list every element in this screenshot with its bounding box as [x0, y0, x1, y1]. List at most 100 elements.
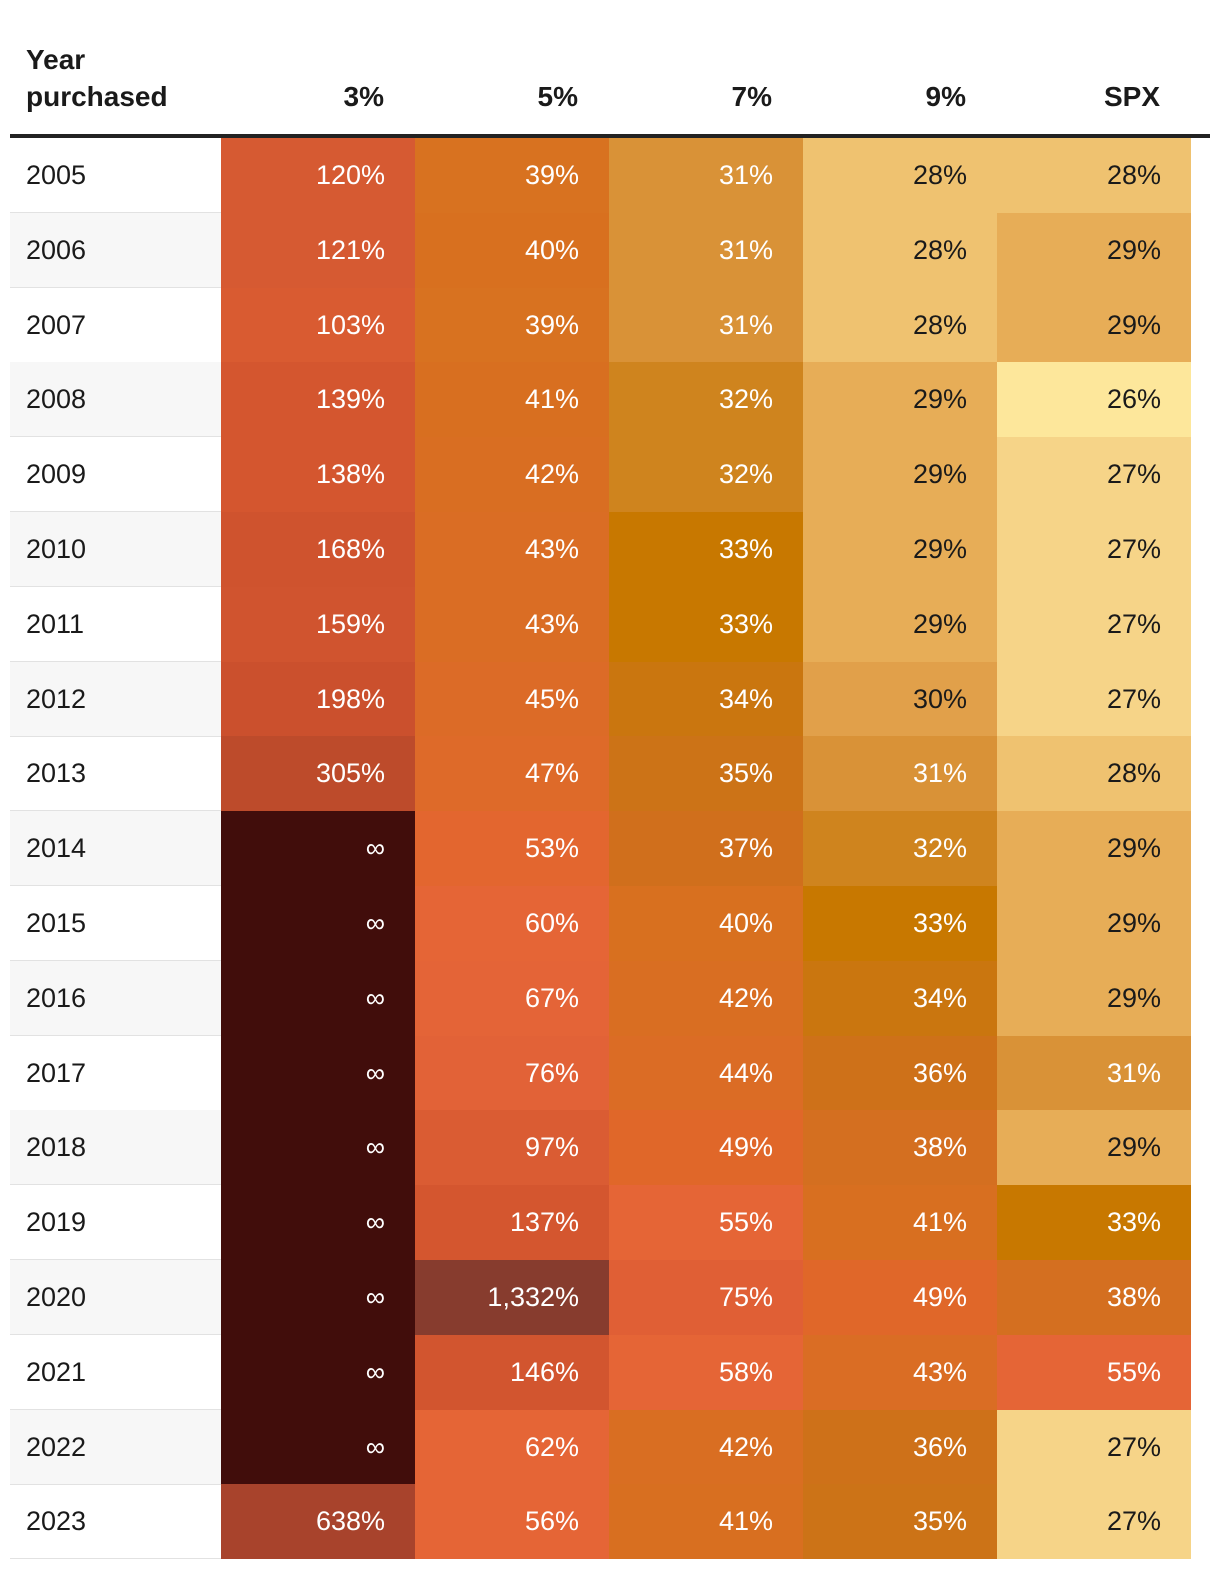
value-cell-3pct: ∞ [221, 1409, 415, 1485]
value-cell-7pct: 31% [609, 287, 803, 363]
value-cell-3pct: 121% [221, 212, 415, 288]
value-cell-9pct: 33% [803, 886, 997, 961]
year-cell: 2011 [26, 608, 85, 639]
row-separator [10, 436, 221, 438]
value-cell-3pct: 138% [221, 437, 415, 513]
value-cell-9pct: 41% [803, 1185, 997, 1261]
value-cell-7pct: 32% [609, 362, 803, 438]
table-row: 2023 638% 56% 41% 35% 27% [10, 1484, 1210, 1560]
year-cell: 2013 [26, 758, 87, 789]
table-row: 2006 121% 40% 31% 28% 29% [10, 212, 1210, 288]
value-cell-9pct: 28% [803, 138, 997, 213]
value-cell-7pct: 31% [609, 138, 803, 213]
table-row: 2009 138% 42% 32% 29% 27% [10, 437, 1210, 513]
value-cell-5pct: 45% [415, 661, 609, 737]
value-cell-9pct: 30% [803, 661, 997, 737]
table-row: 2013 305% 47% 35% 31% 28% [10, 736, 1210, 812]
header-divider [10, 134, 1210, 138]
column-header-5pct: 5% [537, 81, 578, 112]
value-cell-9pct: 29% [803, 512, 997, 587]
year-cell: 2022 [10, 1409, 221, 1485]
row-separator [10, 1184, 221, 1186]
value-cell-7pct: 75% [609, 1260, 803, 1335]
row-separator [10, 361, 221, 363]
row-separator [10, 511, 221, 513]
value-cell-spx: 29% [997, 287, 1191, 363]
value-cell-5pct: 43% [415, 586, 609, 662]
year-cell: 2014 [10, 811, 221, 887]
value-cell-3pct: ∞ [221, 1334, 415, 1410]
row-separator [10, 1558, 221, 1560]
value-cell-3pct: 120% [221, 138, 415, 213]
row-separator [10, 212, 221, 213]
value-cell-9pct: 32% [803, 811, 997, 887]
year-cell: 2019 [26, 1207, 87, 1238]
table-row: 2007 103% 39% 31% 28% 29% [10, 287, 1210, 363]
year-cell: 2008 [10, 362, 221, 438]
value-cell-5pct: 53% [415, 811, 609, 887]
value-cell-5pct: 1,332% [415, 1260, 609, 1335]
value-cell-3pct: ∞ [221, 886, 415, 961]
value-cell-spx: 27% [997, 586, 1191, 662]
value-cell-3pct: 198% [221, 661, 415, 737]
year-cell: 2010 [10, 512, 221, 587]
year-header-line2: purchased [26, 81, 168, 112]
value-cell-7pct: 32% [609, 437, 803, 513]
value-cell-3pct: ∞ [221, 1185, 415, 1261]
row-separator [10, 810, 221, 812]
year-cell: 2023 [26, 1506, 87, 1537]
year-cell: 2012 [10, 661, 221, 737]
value-cell-3pct: 638% [221, 1484, 415, 1560]
value-cell-spx: 27% [997, 1484, 1191, 1560]
value-cell-5pct: 43% [415, 512, 609, 587]
value-cell-3pct: ∞ [221, 811, 415, 887]
value-cell-9pct: 35% [803, 1484, 997, 1560]
value-cell-spx: 26% [997, 362, 1191, 438]
value-cell-3pct: 103% [221, 287, 415, 363]
value-cell-spx: 28% [997, 138, 1191, 213]
table-row: 2022 ∞ 62% 42% 36% 27% [10, 1409, 1210, 1485]
value-cell-spx: 29% [997, 886, 1191, 961]
value-cell-spx: 29% [997, 960, 1191, 1036]
value-cell-7pct: 58% [609, 1334, 803, 1410]
table-row: 2020 ∞ 1,332% 75% 49% 38% [10, 1260, 1210, 1335]
value-cell-7pct: 55% [609, 1185, 803, 1261]
value-cell-spx: 29% [997, 1110, 1191, 1186]
value-cell-7pct: 44% [609, 1035, 803, 1111]
value-cell-5pct: 62% [415, 1409, 609, 1485]
row-separator [10, 1483, 221, 1485]
value-cell-9pct: 36% [803, 1409, 997, 1485]
value-cell-3pct: ∞ [221, 1110, 415, 1186]
value-cell-3pct: 305% [221, 736, 415, 812]
row-separator [10, 960, 221, 961]
row-separator [10, 1259, 221, 1261]
value-cell-5pct: 60% [415, 886, 609, 961]
value-cell-5pct: 146% [415, 1334, 609, 1410]
value-cell-3pct: ∞ [221, 1035, 415, 1111]
row-separator [10, 660, 221, 662]
row-separator [10, 1334, 221, 1335]
column-header-9pct: 9% [925, 81, 966, 112]
value-cell-3pct: 168% [221, 512, 415, 587]
table-row: 2015 ∞ 60% 40% 33% 29% [10, 886, 1210, 961]
column-header-3pct: 3% [343, 81, 384, 112]
value-cell-7pct: 31% [609, 212, 803, 288]
value-cell-9pct: 43% [803, 1334, 997, 1410]
year-cell: 2021 [26, 1356, 87, 1387]
year-cell: 2005 [26, 160, 87, 190]
value-cell-9pct: 38% [803, 1110, 997, 1186]
value-cell-spx: 38% [997, 1260, 1191, 1335]
value-cell-5pct: 39% [415, 138, 609, 213]
value-cell-7pct: 33% [609, 586, 803, 662]
row-separator [10, 735, 221, 737]
year-purchased-header: Year purchased [26, 41, 226, 115]
value-cell-3pct: ∞ [221, 960, 415, 1036]
table-row: 2017 ∞ 76% 44% 36% 31% [10, 1035, 1210, 1111]
year-cell: 2016 [10, 960, 221, 1036]
value-cell-spx: 29% [997, 212, 1191, 288]
row-separator [10, 1034, 221, 1036]
row-separator [10, 1109, 221, 1111]
year-cell: 2009 [26, 459, 87, 490]
value-cell-spx: 27% [997, 661, 1191, 737]
value-cell-5pct: 97% [415, 1110, 609, 1186]
